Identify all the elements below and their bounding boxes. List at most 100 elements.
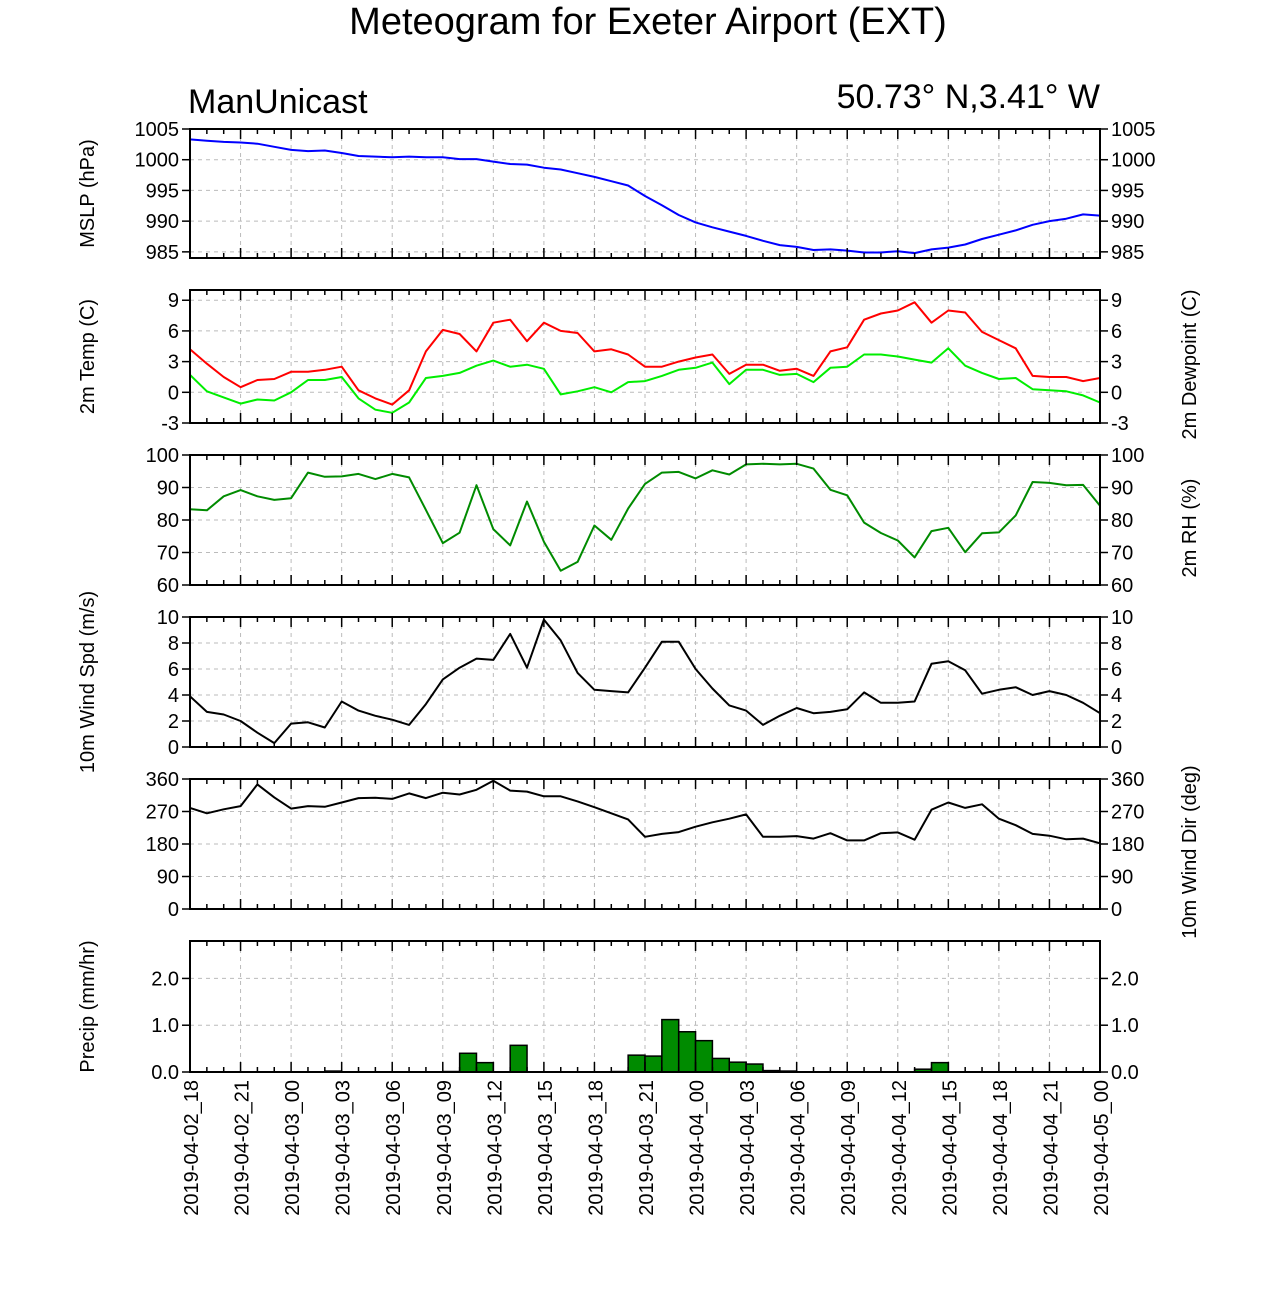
y-tick-label-right: 2.0 [1111, 968, 1139, 990]
x-tick-label: 2019-04-04_06 [788, 1080, 810, 1216]
y-tick-label-left: 9 [168, 290, 179, 312]
y-tick-label-left: 1005 [135, 119, 180, 141]
series-line-0 [189, 301, 1101, 406]
x-tick-label: 2019-04-04_12 [889, 1080, 911, 1216]
x-tick-label: 2019-04-04_18 [990, 1080, 1012, 1216]
y-tick-label-left: 1.0 [151, 1015, 179, 1037]
y-tick-label-left: 100 [146, 445, 179, 467]
x-tick-label: 2019-04-03_12 [484, 1080, 506, 1216]
y-tick-label-left: 990 [146, 211, 179, 233]
y-tick-label-right: 990 [1111, 211, 1144, 233]
panel-3: 0 0 2 2 4 4 6 6 8 8 10 10 10m Wind Spd (m/s) [77, 591, 1133, 773]
y-axis-label-left: Precip (mm/hr) [77, 940, 99, 1072]
y-tick-label-left: 4 [168, 685, 179, 707]
x-axis: 2019-04-02_18 2019-04-02_21 2019-04-03_00 2… [181, 1080, 1113, 1216]
location-coords: 50.73° N,3.41° W [837, 78, 1100, 116]
precip-bar [694, 1039, 714, 1073]
panel-4: 0 0 90 90 180 180 270 270 360 360 10m Wind Dir (de… [146, 765, 1201, 938]
y-tick-label-right: 0.0 [1111, 1062, 1139, 1084]
y-tick-label-right: 360 [1111, 769, 1144, 791]
precip-bar [711, 1057, 731, 1073]
y-tick-label-left: -3 [161, 413, 179, 435]
x-tick-label: 2019-04-03_09 [434, 1080, 456, 1216]
y-axis-label-right: 2m RH (%) [1179, 479, 1201, 578]
y-tick-label-left: 0 [168, 899, 179, 921]
y-tick-label-right: 70 [1111, 543, 1133, 565]
x-tick-label: 2019-04-02_18 [181, 1080, 203, 1216]
y-tick-label-right: 90 [1111, 478, 1133, 500]
x-tick-label: 2019-04-03_18 [585, 1080, 607, 1216]
y-axis-label-left: 10m Wind Spd (m/s) [77, 591, 99, 773]
y-tick-label-left: 2 [168, 711, 179, 733]
x-tick-label: 2019-04-04_00 [687, 1080, 709, 1216]
y-axis-label-right: 2m Dewpoint (C) [1179, 289, 1201, 439]
precip-bar [728, 1061, 747, 1073]
precip-bar [509, 1044, 528, 1073]
y-axis-label-right: 10m Wind Dir (deg) [1179, 765, 1201, 938]
y-tick-label-right: 6 [1111, 321, 1122, 343]
y-tick-label-right: 90 [1111, 867, 1133, 889]
y-tick-label-left: 995 [146, 180, 179, 202]
panel-0: 985 985 990 990 995 995 1000 1000 1005 1005 MSLP (… [77, 119, 1156, 264]
y-tick-label-left: 1000 [135, 150, 180, 172]
y-tick-label-left: 180 [146, 834, 179, 856]
y-tick-label-right: 80 [1111, 510, 1133, 532]
y-tick-label-right: 1000 [1111, 150, 1156, 172]
x-tick-label: 2019-04-04_21 [1040, 1080, 1062, 1216]
y-tick-label-left: 6 [168, 659, 179, 681]
y-tick-label-right: 1005 [1111, 119, 1156, 141]
y-tick-label-right: 100 [1111, 445, 1144, 467]
y-tick-label-left: 10 [157, 607, 179, 629]
y-tick-label-right: 4 [1111, 685, 1122, 707]
x-tick-label: 2019-04-04_09 [838, 1080, 860, 1216]
y-tick-label-right: 0 [1111, 737, 1122, 759]
y-tick-label-left: 60 [157, 575, 179, 597]
series-line-0 [189, 138, 1101, 255]
y-tick-label-right: 0 [1111, 382, 1122, 404]
x-tick-label: 2019-04-03_06 [383, 1080, 405, 1216]
y-tick-label-right: 60 [1111, 575, 1133, 597]
x-tick-label: 2019-04-04_15 [939, 1080, 961, 1216]
y-axis-label-left: 2m Temp (C) [77, 299, 99, 414]
y-tick-label-right: 8 [1111, 633, 1122, 655]
series-line-0 [189, 462, 1101, 572]
y-tick-label-left: 8 [168, 633, 179, 655]
panel-2: 60 60 70 70 80 80 90 90 100 100 2m RH (%) [146, 445, 1201, 597]
series-line-0 [189, 779, 1101, 845]
y-tick-label-right: 0 [1111, 899, 1122, 921]
y-tick-label-right: 1.0 [1111, 1015, 1139, 1037]
x-tick-label: 2019-04-03_15 [535, 1080, 557, 1216]
y-tick-label-left: 0 [168, 382, 179, 404]
y-tick-label-right: 270 [1111, 802, 1144, 824]
x-tick-label: 2019-04-03_21 [636, 1080, 658, 1216]
precip-bar [930, 1061, 950, 1073]
panel-1: -3 -3 0 0 3 3 6 6 9 9 2m Temp (C) 2m Dewpoint (C) [77, 289, 1201, 440]
x-tick-label: 2019-04-04_03 [737, 1080, 759, 1216]
panel-5: 0.0 0.0 1.0 1.0 2.0 2.0 Precip (mm/hr) [77, 940, 1139, 1084]
model-name: ManUnicast [188, 83, 368, 121]
y-tick-label-left: 3 [168, 352, 179, 374]
y-tick-label-left: 0 [168, 737, 179, 759]
precip-bar [677, 1031, 697, 1073]
series-line-0 [189, 618, 1101, 745]
y-tick-label-left: 80 [157, 510, 179, 532]
y-tick-label-right: 985 [1111, 242, 1144, 264]
y-tick-label-right: 995 [1111, 180, 1144, 202]
y-tick-label-left: 360 [146, 769, 179, 791]
x-tick-label: 2019-04-05_00 [1091, 1080, 1113, 1216]
y-tick-label-right: 180 [1111, 834, 1144, 856]
y-tick-label-right: 6 [1111, 659, 1122, 681]
precip-bar [458, 1052, 478, 1073]
x-tick-label: 2019-04-02_21 [232, 1080, 254, 1216]
precip-bar [475, 1061, 495, 1073]
y-tick-label-right: 10 [1111, 607, 1133, 629]
precip-bar [644, 1055, 663, 1073]
y-tick-label-right: 3 [1111, 352, 1122, 374]
chart-title: Meteogram for Exeter Airport (EXT) [349, 1, 947, 43]
y-tick-label-left: 270 [146, 802, 179, 824]
series-line-1 [189, 347, 1101, 414]
y-tick-label-left: 6 [168, 321, 179, 343]
y-axis-label-left: MSLP (hPa) [77, 139, 99, 248]
